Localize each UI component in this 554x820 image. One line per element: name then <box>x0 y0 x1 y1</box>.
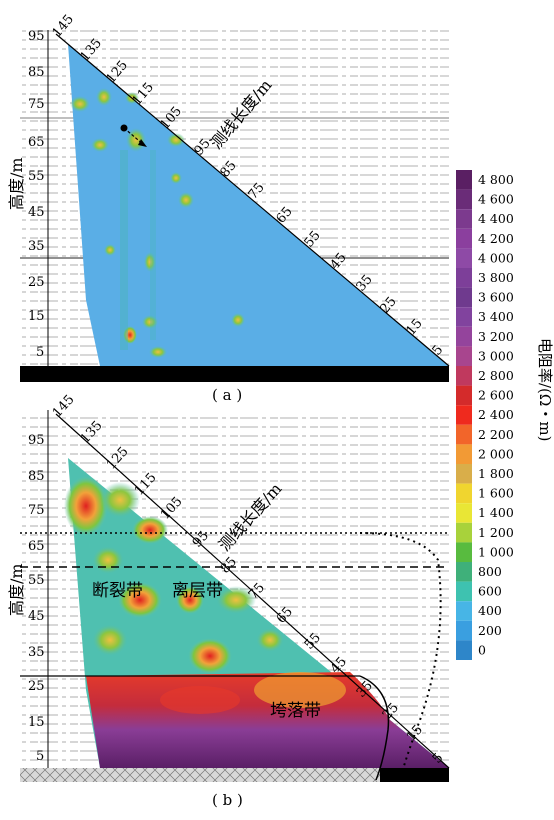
legend-labels: 4 800 4 600 4 400 4 200 4 000 3 800 3 600 3 400… <box>478 172 514 657</box>
legend-swatch <box>456 189 472 210</box>
legend-label: 4 600 <box>478 192 514 207</box>
legend-label: 4 800 <box>478 172 514 187</box>
panel-a-caption: ( a ) <box>212 386 242 404</box>
legend-swatch <box>456 522 472 543</box>
legend-label: 1 800 <box>478 466 514 481</box>
zone-label-collapse: 垮落带 <box>270 701 321 721</box>
legend-swatch <box>456 366 472 386</box>
y-tick: 5 <box>36 345 44 360</box>
panel-b: 95 85 75 65 55 45 35 25 15 5 高度/m 145 13… <box>7 392 450 809</box>
legend-swatch <box>456 326 472 347</box>
legend-swatch <box>456 562 472 582</box>
legend-swatch <box>456 424 472 445</box>
y-tick: 45 <box>28 205 45 220</box>
legend-label: 2 600 <box>478 388 514 403</box>
legend-label: 1 600 <box>478 486 514 501</box>
legend-swatch <box>456 385 472 406</box>
legend-swatch <box>456 640 472 660</box>
legend-swatch <box>456 268 472 288</box>
legend-swatch <box>456 209 472 229</box>
legend-swatch <box>456 444 472 464</box>
color-legend: 4 800 4 600 4 400 4 200 4 000 3 800 3 600 3 400… <box>456 170 554 660</box>
legend-label: 2 200 <box>478 427 514 442</box>
legend-label: 400 <box>478 603 502 618</box>
legend-swatches <box>456 170 472 660</box>
y-axis-label: 高度/m <box>7 157 26 210</box>
floor-bar <box>20 366 449 382</box>
legend-label: 0 <box>478 642 486 657</box>
y-tick: 65 <box>28 539 45 554</box>
legend-label: 3 800 <box>478 270 514 285</box>
y-tick: 25 <box>28 275 45 290</box>
legend-swatch <box>456 170 472 190</box>
y-tick: 35 <box>28 645 45 660</box>
gravel-floor <box>20 768 449 782</box>
legend-label: 800 <box>478 564 502 579</box>
legend-label: 4 400 <box>478 211 514 226</box>
y-tick: 35 <box>28 239 45 254</box>
legend-swatch <box>456 503 472 523</box>
zone-label-separation: 离层带 <box>172 581 223 601</box>
y-tick: 55 <box>28 573 45 588</box>
y-tick: 75 <box>28 97 45 112</box>
legend-label: 2 000 <box>478 446 514 461</box>
legend-label: 3 400 <box>478 309 514 324</box>
legend-label: 3 600 <box>478 290 514 305</box>
panel-a: 95 85 75 65 55 45 35 25 15 5 高度/m 145 13… <box>7 12 450 404</box>
legend-swatch <box>456 601 472 621</box>
legend-swatch <box>456 620 472 641</box>
panel-b-caption: ( b ) <box>212 791 243 809</box>
y-tick: 5 <box>36 749 44 764</box>
zone-label-fracture: 断裂带 <box>92 581 143 601</box>
y-tick: 65 <box>28 135 45 150</box>
legend-swatch <box>456 287 472 308</box>
legend-swatch <box>456 581 472 602</box>
legend-label: 1 200 <box>478 525 514 540</box>
legend-swatch <box>456 307 472 327</box>
resistivity-anomalies <box>64 476 284 674</box>
y-tick: 95 <box>28 433 45 448</box>
y-tick: 45 <box>28 609 45 624</box>
legend-label: 4 000 <box>478 250 514 265</box>
y-tick: 75 <box>28 503 45 518</box>
legend-swatch <box>456 346 472 366</box>
legend-label: 2 400 <box>478 407 514 422</box>
legend-swatch <box>456 464 472 484</box>
legend-label: 4 200 <box>478 231 514 246</box>
legend-swatch <box>456 542 472 562</box>
diagonal-axis <box>55 33 450 367</box>
legend-swatch <box>456 248 472 268</box>
diagonal-axis <box>55 413 450 769</box>
legend-swatch <box>456 228 472 249</box>
legend-swatch <box>456 405 472 425</box>
legend-label: 3 200 <box>478 329 514 344</box>
legend-swatch <box>456 483 472 504</box>
legend-label: 200 <box>478 623 502 638</box>
y-axis-label: 高度/m <box>7 563 26 616</box>
y-tick: 15 <box>28 309 45 324</box>
y-tick: 55 <box>28 169 45 184</box>
y-tick: 85 <box>28 469 45 484</box>
collapse-curve <box>359 675 390 781</box>
y-tick: 85 <box>28 65 45 80</box>
legend-label: 3 000 <box>478 348 514 363</box>
y-tick: 95 <box>28 29 45 44</box>
legend-label: 1 400 <box>478 505 514 520</box>
legend-label: 1 000 <box>478 544 514 559</box>
legend-title: 电阻率/(Ω・m) <box>536 338 554 441</box>
legend-label: 2 800 <box>478 368 514 383</box>
y-tick: 25 <box>28 679 45 694</box>
legend-label: 600 <box>478 584 502 599</box>
y-tick: 15 <box>28 715 45 730</box>
